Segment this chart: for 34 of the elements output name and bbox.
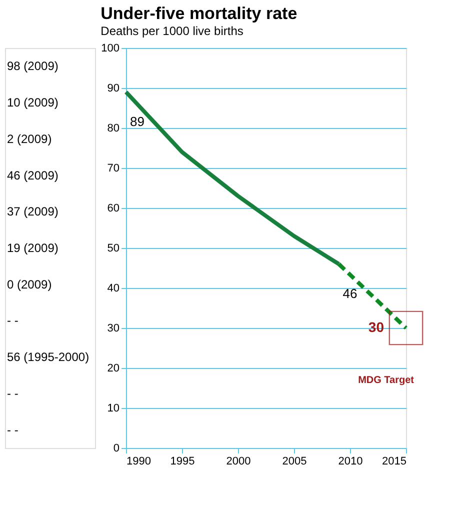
x-tick-label: 2015	[382, 456, 406, 468]
data-label: 89	[130, 114, 144, 129]
text: 0 (2009)	[7, 277, 52, 292]
text: 37 (2009)	[7, 204, 58, 219]
text: 46 (2009)	[7, 168, 58, 182]
text: 19 (2009)	[7, 241, 58, 255]
chart-subtitle: Deaths per 1000 live births	[100, 24, 244, 38]
x-tick-label: 1995	[170, 456, 195, 468]
text: 56 (1995-2000)	[7, 350, 90, 364]
y-tick-label: 10	[107, 402, 120, 414]
y-tick-label: 20	[107, 362, 120, 374]
y-tick-label: 30	[107, 322, 120, 334]
text: - -	[7, 422, 18, 437]
text: 98 (2009)	[7, 59, 58, 74]
text: MDG Target	[358, 375, 415, 386]
data-label: 46	[342, 286, 358, 301]
y-tick-label: 60	[107, 202, 120, 214]
y-tick-label: 90	[107, 82, 120, 94]
chart-title: Under-five mortality rate	[100, 4, 298, 23]
y-tick-label: 50	[107, 242, 120, 254]
y-tick-label: 0	[113, 442, 120, 454]
y-tick-label: 100	[101, 42, 120, 54]
x-tick-label: 1990	[126, 456, 151, 468]
x-tick-label: 2010	[338, 456, 363, 468]
x-tick-label: 2000	[226, 456, 251, 468]
text: - -	[7, 314, 18, 328]
text: 2 (2009)	[7, 132, 52, 146]
y-tick-label: 80	[107, 122, 120, 134]
line-series	[124, 90, 341, 266]
text: 10 (2009)	[7, 96, 58, 110]
y-tick-label: 40	[107, 282, 120, 294]
x-tick-label: 2005	[282, 456, 307, 468]
text: - -	[7, 386, 18, 400]
y-tick-label: 70	[107, 162, 120, 174]
